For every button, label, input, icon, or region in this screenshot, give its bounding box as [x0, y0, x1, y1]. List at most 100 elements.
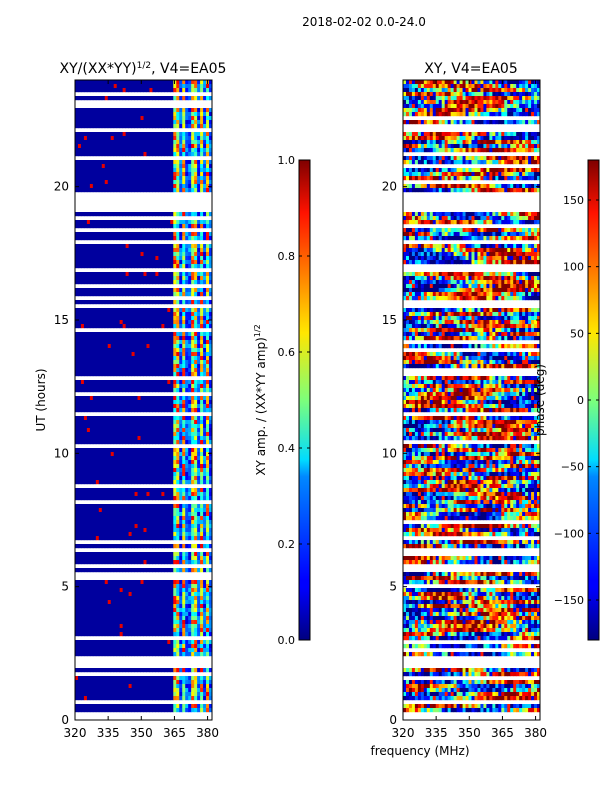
heatmap-cell: [83, 356, 88, 361]
heatmap-cell: [131, 432, 135, 437]
heatmap-cell: [158, 136, 162, 141]
heatmap-cell: [80, 384, 85, 389]
heatmap-cell: [134, 420, 138, 425]
heatmap-cell: [80, 476, 85, 481]
heatmap-cell: [179, 368, 183, 373]
heatmap-cell: [191, 224, 195, 229]
heatmap-cell: [200, 324, 204, 329]
heatmap-cell: [161, 160, 165, 165]
amplitude-title-main: XY/(XX*YY): [60, 61, 137, 77]
heatmap-cell: [95, 592, 100, 597]
heatmap-cell: [203, 432, 207, 437]
heatmap-cell: [152, 448, 156, 453]
heatmap-cell: [131, 164, 135, 169]
heatmap-cell: [188, 188, 192, 193]
heatmap-cell: [173, 552, 177, 557]
heatmap-cell: [110, 96, 115, 101]
heatmap-cell: [158, 604, 162, 609]
heatmap-cell: [107, 152, 112, 157]
heatmap-cell: [173, 400, 177, 405]
heatmap-cell: [116, 288, 121, 293]
heatmap-cell: [134, 344, 138, 349]
heatmap-cell: [161, 312, 165, 317]
heatmap-cell: [122, 556, 127, 561]
heatmap-cell: [125, 520, 130, 525]
heatmap-cell: [113, 428, 118, 433]
heatmap-cell: [167, 372, 171, 377]
heatmap-cell: [194, 480, 198, 485]
heatmap-cell: [134, 360, 138, 365]
heatmap-cell: [125, 516, 130, 521]
heatmap-cell: [200, 236, 204, 241]
heatmap-cell: [92, 428, 97, 433]
heatmap-cell: [131, 116, 135, 121]
heatmap-cell: [164, 308, 168, 313]
heatmap-cell: [137, 516, 141, 521]
heatmap-cell: [197, 224, 201, 229]
heatmap-cell: [152, 468, 156, 473]
heatmap-cell: [197, 592, 201, 597]
heatmap-cell: [113, 232, 118, 237]
heatmap-cell: [77, 108, 82, 113]
heatmap-cell: [149, 544, 153, 549]
heatmap-cell: [155, 416, 159, 421]
heatmap-cell: [170, 600, 174, 605]
heatmap-cell: [107, 524, 112, 529]
heatmap-cell: [173, 356, 177, 361]
heatmap-cell: [152, 364, 156, 369]
heatmap-cell: [164, 584, 168, 589]
heatmap-cell: [131, 80, 135, 85]
heatmap-cell: [209, 416, 212, 421]
heatmap-cell: [197, 380, 201, 385]
heatmap-cell: [83, 272, 88, 277]
heatmap-cell: [188, 308, 192, 313]
heatmap-cell: [182, 560, 186, 565]
heatmap-cell: [149, 612, 153, 617]
heatmap-cell: [80, 516, 85, 521]
heatmap-cell: [86, 600, 91, 605]
heatmap-cell: [194, 416, 198, 421]
heatmap-cell: [161, 360, 165, 365]
heatmap-cell: [185, 612, 189, 617]
heatmap-cell: [188, 276, 192, 281]
heatmap-cell: [170, 252, 174, 257]
heatmap-cell: [161, 488, 165, 493]
heatmap-cell: [170, 616, 174, 621]
heatmap-cell: [77, 336, 82, 341]
heatmap-cell: [209, 84, 212, 89]
heatmap-cell: [83, 332, 88, 337]
heatmap-cell: [110, 420, 115, 425]
heatmap-cell: [149, 464, 153, 469]
heatmap-cell: [206, 472, 210, 477]
heatmap-cell: [134, 456, 138, 461]
heatmap-cell: [188, 88, 192, 93]
heatmap-cell: [158, 584, 162, 589]
heatmap-cell: [113, 380, 118, 385]
heatmap-cell: [209, 488, 212, 493]
heatmap-cell: [197, 132, 201, 137]
heatmap-cell: [176, 604, 180, 609]
heatmap-cell: [185, 420, 189, 425]
heatmap-cell: [107, 176, 112, 181]
heatmap-cell: [140, 168, 144, 173]
heatmap-cell: [209, 188, 212, 193]
heatmap-cell: [113, 460, 118, 465]
heatmap-cell: [116, 232, 121, 237]
heatmap-cell: [143, 244, 147, 249]
heatmap-cell: [188, 416, 192, 421]
heatmap-cell: [86, 428, 91, 433]
heatmap-cell: [143, 180, 147, 185]
heatmap-cell: [119, 380, 124, 385]
heatmap-cell: [203, 396, 207, 401]
heatmap-cell: [137, 616, 141, 621]
heatmap-cell: [89, 404, 94, 409]
heatmap-cell: [83, 512, 88, 517]
heatmap-cell: [176, 404, 180, 409]
heatmap-cell: [197, 248, 201, 253]
heatmap-cell: [167, 344, 171, 349]
heatmap-cell: [113, 544, 118, 549]
heatmap-cell: [131, 536, 135, 541]
heatmap-cell: [107, 300, 112, 305]
heatmap-cell: [176, 316, 180, 321]
heatmap-cell: [176, 188, 180, 193]
